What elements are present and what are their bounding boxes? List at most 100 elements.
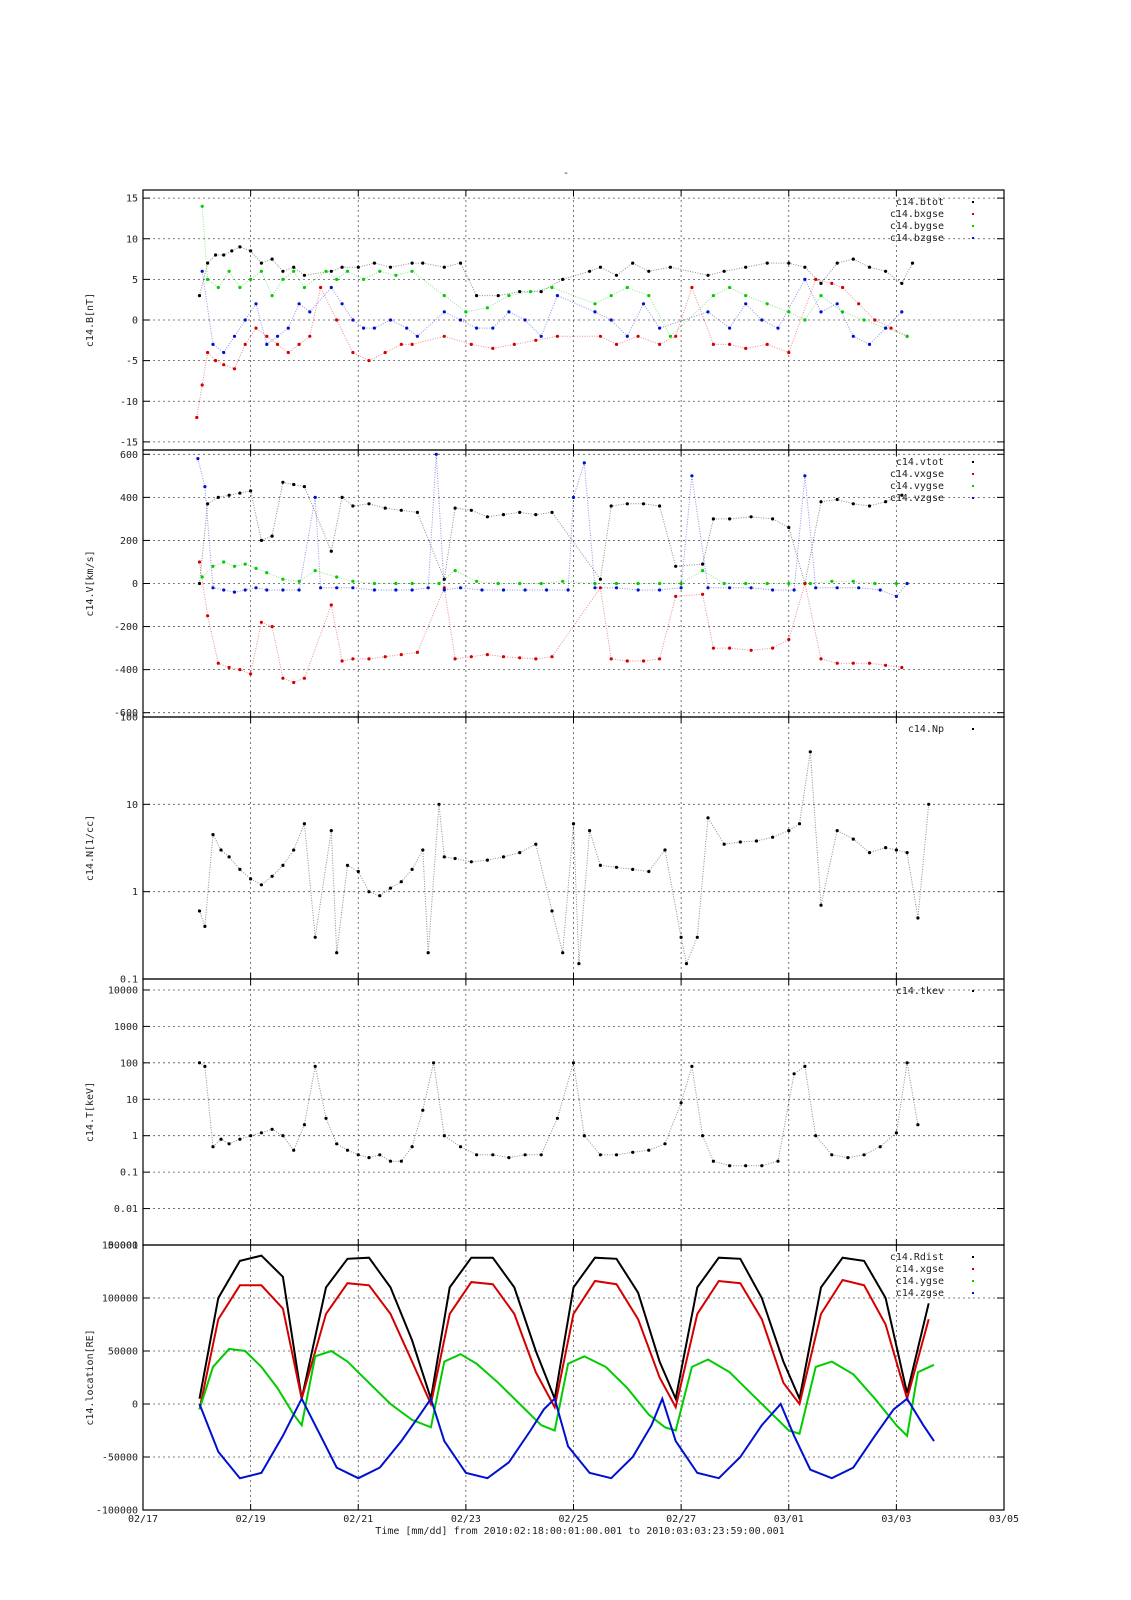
data-point bbox=[232, 590, 237, 594]
x-tick-label: 02/17 bbox=[128, 1514, 158, 1525]
data-point bbox=[728, 1164, 732, 1168]
legend-entry: c14.ygse bbox=[896, 1276, 944, 1287]
data-point bbox=[614, 581, 619, 586]
data-point bbox=[701, 1134, 705, 1138]
series-trace bbox=[201, 206, 908, 338]
data-point bbox=[819, 500, 823, 504]
data-point bbox=[894, 848, 899, 852]
series-trace bbox=[199, 561, 902, 684]
legend-marker bbox=[972, 201, 974, 203]
data-point bbox=[313, 1064, 317, 1068]
data-point bbox=[711, 646, 716, 650]
data-point bbox=[367, 1156, 371, 1160]
data-point bbox=[458, 318, 463, 322]
legend-entry: c14.bzgse bbox=[890, 233, 944, 244]
data-point bbox=[206, 502, 210, 506]
data-point bbox=[319, 586, 323, 590]
data-point bbox=[561, 579, 565, 583]
data-point bbox=[458, 586, 463, 590]
data-point bbox=[518, 851, 522, 855]
data-point bbox=[647, 869, 651, 874]
data-point bbox=[302, 485, 306, 489]
data-point bbox=[878, 588, 882, 592]
data-point bbox=[593, 302, 597, 306]
data-point bbox=[636, 334, 640, 338]
data-point bbox=[674, 564, 678, 568]
series-trace bbox=[201, 561, 897, 584]
data-point bbox=[803, 474, 807, 478]
data-point bbox=[507, 310, 511, 314]
data-point bbox=[238, 867, 242, 872]
data-point bbox=[249, 672, 253, 676]
series-c14.bxgse bbox=[195, 277, 909, 420]
data-point bbox=[388, 265, 393, 269]
data-point bbox=[367, 359, 371, 363]
data-point bbox=[227, 269, 231, 273]
data-point bbox=[259, 261, 263, 265]
y-tick-label: -400 bbox=[114, 665, 138, 676]
data-point bbox=[302, 676, 306, 680]
data-point bbox=[203, 485, 207, 489]
data-point bbox=[238, 668, 242, 672]
data-point bbox=[851, 837, 855, 841]
data-point bbox=[197, 1061, 202, 1065]
data-point bbox=[232, 334, 237, 338]
data-point bbox=[867, 661, 872, 665]
data-point bbox=[679, 935, 683, 939]
data-point bbox=[706, 310, 710, 314]
data-point bbox=[356, 869, 360, 874]
data-point bbox=[281, 269, 285, 273]
data-point bbox=[249, 249, 253, 253]
y-tick-label: -15 bbox=[120, 437, 138, 448]
y-tick-label: 100 bbox=[120, 713, 138, 724]
y-tick-label: 10 bbox=[126, 234, 138, 245]
x-axis: 02/17 02/19 02/21 02/23 02/25 02/27 03/01 03/03… bbox=[128, 1514, 1019, 1525]
data-point bbox=[211, 586, 215, 590]
legend-entry: c14.vzgse bbox=[890, 493, 944, 504]
data-point bbox=[760, 1164, 764, 1168]
data-point bbox=[383, 350, 387, 355]
data-point bbox=[609, 318, 613, 322]
data-point bbox=[851, 661, 855, 665]
data-point bbox=[819, 657, 823, 661]
y-tick-label: -200 bbox=[114, 622, 138, 633]
data-point bbox=[867, 851, 872, 855]
data-point bbox=[196, 457, 200, 461]
data-point bbox=[760, 318, 764, 322]
data-point bbox=[227, 665, 231, 670]
data-point bbox=[835, 497, 839, 502]
series-c14.bzgse bbox=[200, 269, 904, 355]
data-point bbox=[749, 648, 753, 652]
data-point bbox=[695, 935, 699, 939]
series-trace bbox=[199, 246, 913, 297]
data-point bbox=[399, 342, 403, 346]
data-point bbox=[254, 326, 258, 330]
series-c14.vxgse bbox=[197, 560, 904, 685]
data-point bbox=[884, 663, 888, 667]
data-point bbox=[351, 504, 355, 508]
data-point bbox=[867, 342, 872, 346]
data-point bbox=[421, 848, 425, 852]
x-tick-label: 02/25 bbox=[558, 1514, 588, 1525]
y-tick-label: 50000 bbox=[108, 1347, 138, 1358]
data-point bbox=[351, 579, 355, 583]
data-point bbox=[356, 265, 360, 269]
data-point bbox=[749, 586, 753, 590]
data-point bbox=[738, 840, 742, 844]
data-point bbox=[329, 829, 333, 833]
data-point bbox=[475, 579, 479, 583]
legend-entry: c14.zgse bbox=[896, 1288, 944, 1299]
y-axis-label: c14.N[1/cc] bbox=[85, 815, 96, 881]
data-point bbox=[388, 318, 393, 322]
data-point bbox=[211, 833, 215, 837]
data-point bbox=[265, 334, 269, 338]
data-point bbox=[894, 594, 899, 599]
data-point bbox=[846, 1156, 850, 1160]
data-point bbox=[421, 261, 425, 265]
data-point bbox=[803, 265, 807, 269]
data-point bbox=[281, 480, 285, 484]
data-point bbox=[771, 517, 775, 521]
data-point bbox=[410, 1145, 414, 1149]
data-point bbox=[475, 1153, 479, 1157]
